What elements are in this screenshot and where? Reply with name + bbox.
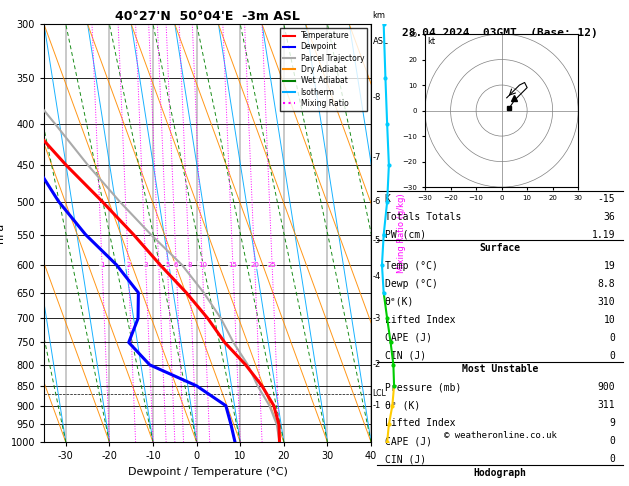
Text: 8.8: 8.8 — [598, 279, 615, 289]
Y-axis label: hPa: hPa — [0, 223, 5, 243]
Text: Lifted Index: Lifted Index — [385, 418, 455, 428]
Text: Mixing Ratio (g/kg): Mixing Ratio (g/kg) — [398, 193, 406, 273]
Text: Surface: Surface — [479, 243, 521, 253]
Text: 19: 19 — [604, 261, 615, 271]
Text: 20: 20 — [250, 262, 259, 268]
Text: 0: 0 — [610, 333, 615, 343]
Title: 40°27'N  50°04'E  -3m ASL: 40°27'N 50°04'E -3m ASL — [115, 10, 300, 23]
Text: 4: 4 — [157, 262, 161, 268]
Text: Totals Totals: Totals Totals — [385, 211, 461, 222]
Text: 28.04.2024  03GMT  (Base: 12): 28.04.2024 03GMT (Base: 12) — [402, 29, 598, 38]
Text: -2: -2 — [373, 360, 381, 369]
Text: 10: 10 — [198, 262, 207, 268]
Text: Lifted Index: Lifted Index — [385, 315, 455, 325]
Text: Pressure (mb): Pressure (mb) — [385, 382, 461, 392]
Text: © weatheronline.co.uk: © weatheronline.co.uk — [443, 431, 557, 440]
Text: θᵉ (K): θᵉ (K) — [385, 400, 420, 410]
Text: 8: 8 — [187, 262, 191, 268]
Text: 25: 25 — [268, 262, 277, 268]
Text: -15: -15 — [598, 193, 615, 204]
Text: 36: 36 — [604, 211, 615, 222]
Text: CAPE (J): CAPE (J) — [385, 333, 431, 343]
Text: -1: -1 — [373, 401, 381, 410]
Text: 6: 6 — [174, 262, 179, 268]
Text: CIN (J): CIN (J) — [385, 351, 426, 361]
Legend: Temperature, Dewpoint, Parcel Trajectory, Dry Adiabat, Wet Adiabat, Isotherm, Mi: Temperature, Dewpoint, Parcel Trajectory… — [280, 28, 367, 111]
Text: 0: 0 — [610, 351, 615, 361]
Text: K: K — [385, 193, 391, 204]
Text: 5: 5 — [165, 262, 170, 268]
Text: -4: -4 — [373, 272, 381, 281]
Text: -8: -8 — [373, 93, 381, 102]
Text: ASL: ASL — [373, 37, 388, 46]
Text: 0: 0 — [610, 436, 615, 446]
Text: -5: -5 — [373, 237, 381, 245]
Text: 15: 15 — [228, 262, 237, 268]
Text: Temp (°C): Temp (°C) — [385, 261, 438, 271]
Text: LCL: LCL — [373, 389, 386, 399]
Text: -6: -6 — [373, 197, 381, 206]
Text: km: km — [373, 11, 386, 20]
Text: 900: 900 — [598, 382, 615, 392]
Text: 310: 310 — [598, 297, 615, 307]
X-axis label: Dewpoint / Temperature (°C): Dewpoint / Temperature (°C) — [128, 467, 287, 477]
Text: CAPE (J): CAPE (J) — [385, 436, 431, 446]
Text: 3: 3 — [143, 262, 148, 268]
Text: Dewp (°C): Dewp (°C) — [385, 279, 438, 289]
Text: 0: 0 — [610, 454, 615, 464]
Text: 1.19: 1.19 — [592, 229, 615, 240]
Text: Hodograph: Hodograph — [474, 468, 526, 478]
Text: 10: 10 — [604, 315, 615, 325]
Text: θᵉ(K): θᵉ(K) — [385, 297, 414, 307]
Text: 9: 9 — [610, 418, 615, 428]
Text: PW (cm): PW (cm) — [385, 229, 426, 240]
Text: 1: 1 — [100, 262, 104, 268]
Text: -7: -7 — [373, 153, 381, 162]
Text: 2: 2 — [126, 262, 130, 268]
Text: -3: -3 — [373, 314, 381, 323]
Text: kt: kt — [428, 36, 436, 46]
Text: 311: 311 — [598, 400, 615, 410]
Text: CIN (J): CIN (J) — [385, 454, 426, 464]
Text: Most Unstable: Most Unstable — [462, 364, 538, 374]
